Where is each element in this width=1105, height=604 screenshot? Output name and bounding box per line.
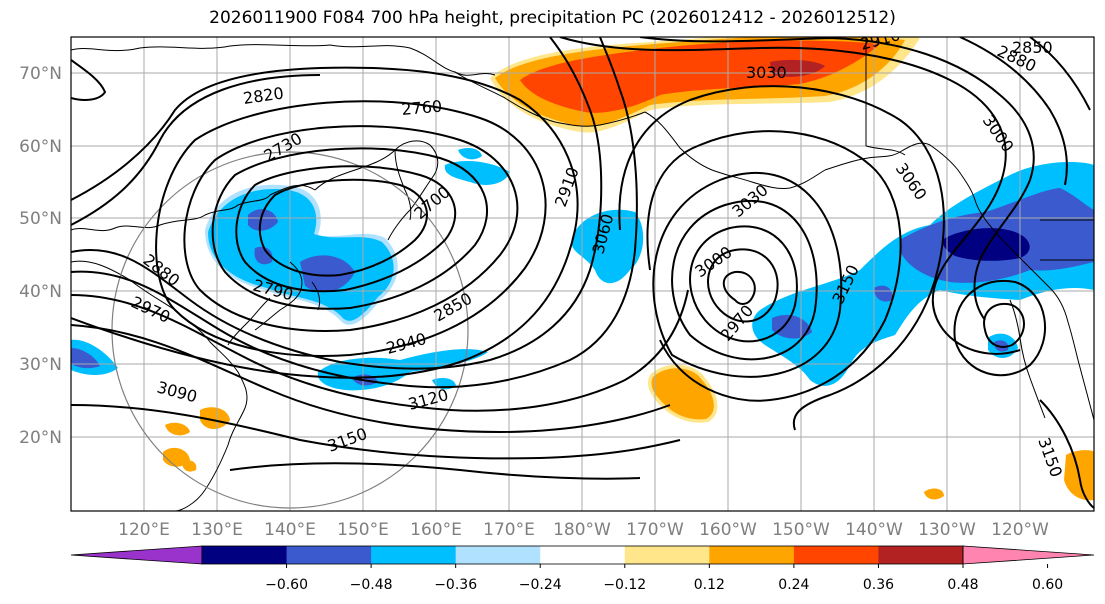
colorbar-segment — [371, 546, 457, 564]
colorbar-extend-high — [962, 545, 1095, 565]
colorbar-tick-label: −0.36 — [434, 577, 477, 593]
negative-precip-east-navy — [943, 228, 1030, 261]
contour-label: 3030 — [746, 63, 787, 82]
colorbar-tick-label: −0.60 — [265, 577, 308, 593]
contour-label: 2760 — [401, 97, 443, 119]
colorbar-tick-label: −0.24 — [519, 577, 562, 593]
colorbar-segment — [540, 546, 626, 564]
lat-label: 20°N — [19, 428, 62, 448]
negative-precip-east-royal-2 — [772, 314, 812, 339]
colorbar-extend-low — [70, 545, 203, 565]
colorbar-ticks: −0.60 −0.48 −0.36 −0.24 −0.12 0.12 0.24 0.36 0.4… — [265, 564, 1063, 593]
lon-label: 130°W — [918, 520, 976, 540]
colorbar-outline — [201, 545, 964, 565]
lon-label: 170°W — [626, 520, 684, 540]
colorbar-tick-label: 0.48 — [947, 577, 978, 593]
colorbar-segment — [793, 546, 879, 564]
colorbar-tick-label: 0.60 — [1032, 577, 1063, 593]
height-contours — [71, 37, 1094, 509]
negative-precip-midpacific — [571, 209, 644, 284]
positive-precip-sw1 — [200, 407, 230, 429]
lat-label: 40°N — [19, 282, 62, 302]
colorbar-segment — [286, 546, 372, 564]
lon-label: 120°E — [118, 520, 170, 540]
negative-precip-east-royal-3 — [874, 285, 893, 302]
lon-label: 180°W — [553, 520, 611, 540]
colorbar-tick-label: −0.48 — [350, 577, 393, 593]
positive-precip-se2 — [924, 488, 944, 500]
colorbar-tick-label: 0.24 — [778, 577, 809, 593]
lon-label: 160°E — [410, 520, 462, 540]
colorbar-segment — [878, 546, 964, 564]
colorbar-segment — [624, 546, 710, 564]
colorbar-segment — [455, 546, 541, 564]
colorbar-tick-label: 0.12 — [694, 577, 725, 593]
lon-label: 120°W — [991, 520, 1049, 540]
lat-label: 70°N — [19, 64, 62, 84]
lat-label: 60°N — [19, 137, 62, 157]
map-frame — [70, 36, 1095, 512]
colorbar-segments — [70, 545, 1095, 565]
lat-label: 30°N — [19, 355, 62, 375]
lon-label: 150°E — [337, 520, 389, 540]
page-title: 2026011900 F084 700 hPa height, precipit… — [209, 8, 896, 28]
positive-precip-sw2 — [165, 422, 190, 436]
lat-label: 50°N — [19, 209, 62, 229]
negative-precip-kamchatka-2 — [458, 148, 482, 160]
colorbar-segment — [202, 546, 288, 564]
positive-precip-red-north — [520, 40, 880, 113]
negative-precip-west-royal-2 — [254, 246, 273, 265]
colorbar-segment — [709, 546, 795, 564]
colorbar-tick-label: 0.36 — [863, 577, 894, 593]
lon-label: 140°E — [264, 520, 316, 540]
lon-label: 130°E — [191, 520, 243, 540]
coastlines — [71, 37, 1094, 511]
positive-precip-sw4 — [182, 460, 197, 472]
longitude-labels: 120°E 130°E 140°E 150°E 160°E 170°E 180°… — [118, 520, 1049, 540]
colorbar: −0.60 −0.48 −0.36 −0.24 −0.12 0.12 0.24 0.36 0.4… — [70, 545, 1095, 593]
latitude-labels: 70°N 60°N 50°N 40°N 30°N 20°N — [19, 64, 62, 448]
contour-label: 2850 — [1012, 38, 1053, 57]
lon-label: 170°E — [483, 520, 535, 540]
lon-label: 150°W — [772, 520, 830, 540]
negative-precip-farleft-royal — [71, 348, 100, 369]
colorbar-tick-label: −0.12 — [603, 577, 646, 593]
negative-precip-west-royal — [248, 209, 355, 293]
lon-label: 140°W — [845, 520, 903, 540]
lon-label: 160°W — [699, 520, 757, 540]
